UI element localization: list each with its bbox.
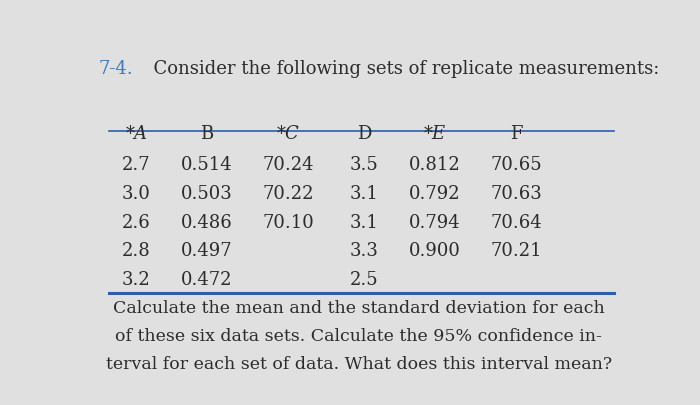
Text: 70.65: 70.65	[490, 156, 542, 174]
Text: terval for each set of data. What does this interval mean?: terval for each set of data. What does t…	[106, 356, 612, 373]
Text: 3.1: 3.1	[350, 213, 379, 232]
Text: 0.486: 0.486	[181, 213, 232, 232]
Text: 70.21: 70.21	[490, 242, 542, 260]
Text: *A: *A	[125, 125, 147, 143]
Text: 0.792: 0.792	[409, 185, 461, 203]
Text: 0.497: 0.497	[181, 242, 232, 260]
Text: 70.10: 70.10	[262, 213, 314, 232]
Text: 0.812: 0.812	[409, 156, 461, 174]
Text: 2.6: 2.6	[122, 213, 150, 232]
Text: 3.1: 3.1	[350, 185, 379, 203]
Text: Calculate the mean and the standard deviation for each: Calculate the mean and the standard devi…	[113, 300, 605, 317]
Text: 70.63: 70.63	[490, 185, 542, 203]
Text: 7-4.: 7-4.	[98, 60, 133, 77]
Text: *C: *C	[277, 125, 300, 143]
Text: 3.2: 3.2	[122, 271, 150, 289]
Text: 70.24: 70.24	[262, 156, 314, 174]
Text: 0.900: 0.900	[409, 242, 461, 260]
Text: 0.794: 0.794	[409, 213, 461, 232]
Text: 2.8: 2.8	[122, 242, 150, 260]
Text: Consider the following sets of replicate measurements:: Consider the following sets of replicate…	[141, 60, 659, 77]
Text: 0.503: 0.503	[181, 185, 232, 203]
Text: 0.514: 0.514	[181, 156, 232, 174]
Text: F: F	[510, 125, 522, 143]
Text: 2.5: 2.5	[350, 271, 379, 289]
Text: 0.472: 0.472	[181, 271, 232, 289]
Text: 70.64: 70.64	[490, 213, 542, 232]
Text: of these six data sets. Calculate the 95% confidence in-: of these six data sets. Calculate the 95…	[116, 328, 602, 345]
Text: D: D	[357, 125, 372, 143]
Text: B: B	[200, 125, 214, 143]
Text: *E: *E	[424, 125, 446, 143]
Text: 3.0: 3.0	[122, 185, 150, 203]
Text: 70.22: 70.22	[262, 185, 314, 203]
Text: 2.7: 2.7	[122, 156, 150, 174]
Text: 3.5: 3.5	[350, 156, 379, 174]
Text: 3.3: 3.3	[350, 242, 379, 260]
